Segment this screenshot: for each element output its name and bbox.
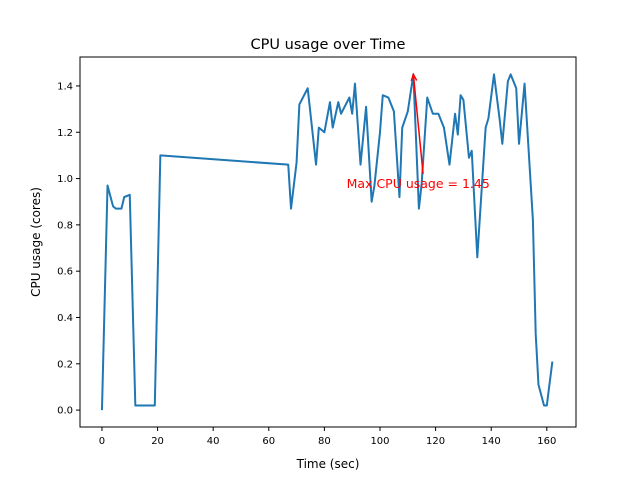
y-axis-label: CPU usage (cores) [29, 187, 43, 297]
x-tick-label: 0 [99, 436, 105, 447]
y-tick-label: 0.0 [57, 406, 73, 417]
y-tick-label: 0.8 [57, 220, 73, 231]
annotation-arrowhead [410, 72, 418, 82]
x-axis-label: Time (sec) [296, 457, 360, 471]
x-tick-label: 80 [318, 436, 331, 447]
y-tick-label: 1.4 [57, 81, 73, 92]
x-tick-label: 160 [537, 436, 556, 447]
plot-area [79, 56, 577, 428]
x-tick-label: 100 [370, 436, 389, 447]
y-tick-label: 1.2 [57, 128, 73, 139]
y-tick-label: 0.4 [57, 313, 73, 324]
x-tick-label: 40 [207, 436, 220, 447]
y-tick-label: 1.0 [57, 174, 73, 185]
y-tick-label: 0.2 [57, 359, 73, 370]
annotation-arrow [412, 74, 424, 175]
series-line-cpu-usage [100, 73, 554, 411]
x-tick-label: 20 [151, 436, 164, 447]
annotation-max-cpu: Max CPU usage = 1.45 [347, 176, 490, 191]
chart-title: CPU usage over Time [251, 37, 406, 53]
x-tick-label: 120 [426, 436, 445, 447]
x-tick-label: 60 [262, 436, 275, 447]
x-tick-label: 140 [482, 436, 501, 447]
y-tick-label: 0.6 [57, 267, 73, 278]
